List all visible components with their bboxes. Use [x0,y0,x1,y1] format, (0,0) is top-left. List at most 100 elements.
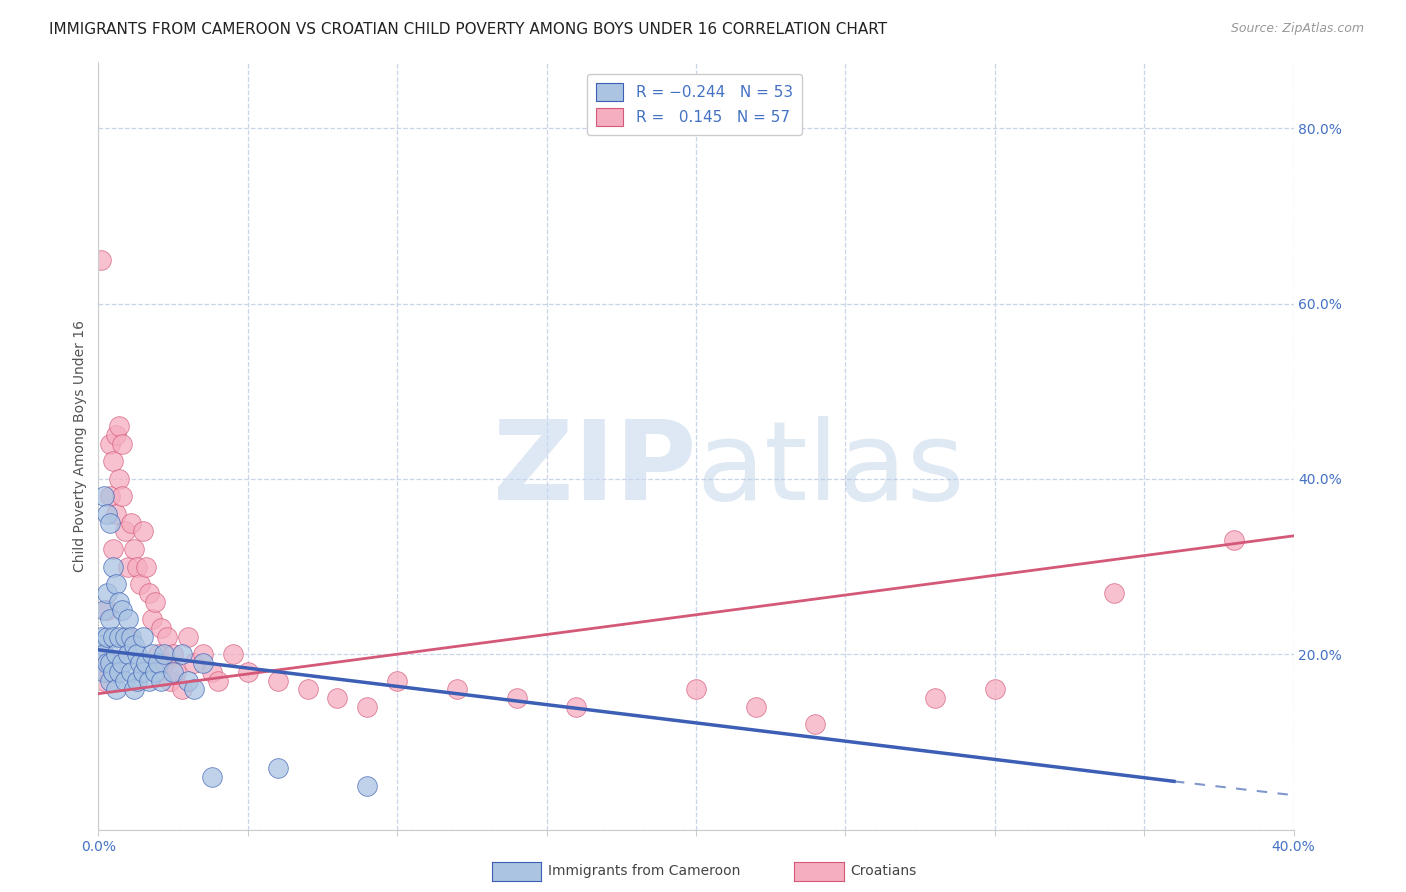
Point [117,647,139,661]
Point [98,656,122,670]
Point [111,603,134,617]
Point [105,647,128,661]
Point [105,682,128,697]
Point [183,656,205,670]
Point [103,559,125,574]
Point [120,665,142,679]
Point [156,630,179,644]
Text: Source: ZipAtlas.com: Source: ZipAtlas.com [1230,22,1364,36]
Point [96,586,118,600]
Point [132,630,155,644]
Point [124,541,146,556]
Point [96,665,118,679]
Point [236,665,259,679]
Point [129,577,152,591]
Point [565,699,588,714]
Point [93,647,115,661]
Text: Croatians: Croatians [851,864,917,879]
Point [162,665,184,679]
Point [105,428,128,442]
Point [984,682,1007,697]
Point [138,673,160,688]
Text: IMMIGRANTS FROM CAMEROON VS CROATIAN CHILD POVERTY AMONG BOYS UNDER 16 CORRELATI: IMMIGRANTS FROM CAMEROON VS CROATIAN CHI… [49,22,887,37]
Point [201,665,224,679]
Point [162,647,184,661]
Point [148,647,170,661]
Point [105,507,128,521]
Point [103,541,125,556]
Point [111,490,134,504]
Point [108,594,131,608]
Point [135,559,157,574]
Point [153,647,176,661]
Point [108,419,131,434]
Point [1223,533,1246,548]
Point [98,437,122,451]
Point [93,673,115,688]
Point [132,524,155,539]
Text: atlas: atlas [696,416,965,523]
Point [804,717,827,731]
Point [177,673,200,688]
Point [159,673,181,688]
Point [96,507,118,521]
Point [120,516,142,530]
Point [120,630,142,644]
Point [132,665,155,679]
Point [98,516,122,530]
Point [98,490,122,504]
Point [141,612,163,626]
Point [222,647,245,661]
Point [90,639,112,653]
Point [90,252,112,267]
Point [172,682,194,697]
Point [93,647,115,661]
Point [150,673,173,688]
Point [96,656,118,670]
Point [114,524,136,539]
Point [267,761,290,775]
Point [153,656,176,670]
Point [98,612,122,626]
Point [103,454,125,468]
Point [297,682,319,697]
Point [685,682,707,697]
Point [108,630,131,644]
Point [117,630,139,644]
Point [117,559,139,574]
Point [96,630,118,644]
Point [124,639,146,653]
Point [177,630,200,644]
Point [267,673,290,688]
Point [1104,586,1126,600]
Point [98,673,122,688]
Point [127,559,149,574]
Point [506,691,529,706]
Point [93,603,115,617]
Point [201,770,224,784]
Point [114,673,136,688]
Point [356,779,378,793]
Point [924,691,946,706]
Text: ZIP: ZIP [492,416,696,523]
Point [124,682,146,697]
Point [111,656,134,670]
Point [326,691,349,706]
Point [135,656,157,670]
Point [148,656,170,670]
Point [446,682,468,697]
Point [103,665,125,679]
Point [90,630,112,644]
Point [745,699,768,714]
Y-axis label: Child Poverty Among Boys Under 16: Child Poverty Among Boys Under 16 [73,320,87,572]
Point [127,647,149,661]
Point [356,699,378,714]
Point [183,682,205,697]
Legend: R = −0.244   N = 53, R =   0.145   N = 57: R = −0.244 N = 53, R = 0.145 N = 57 [586,74,801,136]
Point [143,665,166,679]
Text: Immigrants from Cameroon: Immigrants from Cameroon [548,864,741,879]
Point [103,630,125,644]
Point [207,673,229,688]
Point [117,612,139,626]
Point [93,665,115,679]
